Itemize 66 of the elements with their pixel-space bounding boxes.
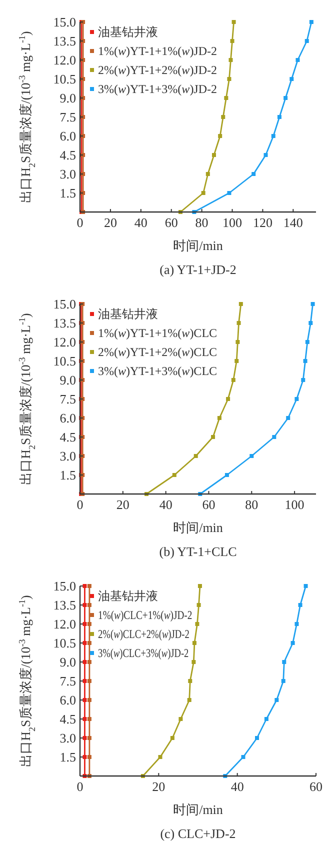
x-tick-label: 20 [116, 497, 130, 512]
x-axis-title: 时间/min [173, 238, 224, 253]
x-tick-label: 60 [164, 215, 178, 230]
y-tick-label: 10.5 [53, 636, 76, 650]
y-tick-label: 7.5 [60, 110, 76, 124]
legend-label: 油基钻井液 [98, 589, 158, 603]
x-tick-label: 20 [152, 779, 166, 794]
y-tick-label: 7.5 [60, 392, 76, 406]
x-tick-label: 40 [134, 215, 148, 230]
x-tick-label: 100 [284, 497, 304, 512]
y-tick-label: 12.0 [53, 616, 76, 632]
x-tick-label: 80 [245, 497, 258, 512]
y-tick-label: 12.0 [53, 334, 76, 350]
y-tick-label: 1.5 [60, 750, 76, 764]
y-tick-label: 13.5 [53, 316, 76, 330]
y-tick-label: 7.5 [60, 674, 76, 688]
legend-label: 1%(w)CLC+1%(w)JD-2 [98, 608, 198, 622]
legend-label: 1%(w)YT-1+1%(w)JD-2 [98, 44, 218, 58]
y-tick-label: 1.5 [60, 468, 76, 482]
text: (a) YT-1+JD-2 [160, 262, 236, 277]
y-tick-label: 15.0 [53, 578, 76, 594]
y-tick-label: 3.0 [60, 166, 76, 182]
y-tick-label: 3.0 [60, 448, 76, 464]
y-tick-label: 15.0 [53, 14, 76, 30]
legend-label: 1%(w)YT-1+1%(w)CLC [98, 326, 218, 340]
y-tick-label: 1.5 [60, 186, 76, 200]
legend-label: 3%(w)YT-1+3%(w)JD-2 [98, 82, 218, 96]
x-tick-label: 80 [195, 215, 208, 230]
y-tick-label: 9.0 [60, 654, 76, 670]
y-tick-label: 4.5 [60, 712, 76, 726]
text: (b) YT-1+CLC [159, 544, 237, 559]
y-tick-label: 3.0 [60, 730, 76, 746]
x-tick-label: 60 [310, 779, 322, 794]
legend-label: 2%(w)YT-1+2%(w)CLC [98, 345, 218, 359]
y-tick-label: 13.5 [53, 598, 76, 612]
y-tick-label: 6.0 [60, 692, 76, 708]
y-tick-label: 6.0 [60, 128, 76, 144]
legend-label: 3%(w)YT-1+3%(w)CLC [98, 364, 218, 378]
legend-label: 油基钻井液 [98, 307, 158, 321]
legend-label: 油基钻井液 [98, 25, 158, 39]
y-tick-label: 13.5 [53, 34, 76, 48]
y-tick-label: 6.0 [60, 410, 76, 426]
x-tick-label: 0 [76, 497, 84, 512]
x-tick-label: 60 [202, 497, 216, 512]
x-axis-title: 时间/min [173, 520, 224, 535]
x-tick-label: 40 [230, 779, 244, 794]
x-tick-label: 0 [76, 779, 84, 794]
x-tick-label: 0 [76, 215, 84, 230]
legend-label: 2%(w)CLC+2%(w)JD-2 [98, 627, 196, 641]
x-tick-label: 40 [159, 497, 172, 512]
x-tick-label: 140 [283, 215, 303, 230]
y-tick-label: 4.5 [60, 148, 76, 162]
legend-label: 3%(w)CLC+3%(w)JD-2 [98, 646, 195, 660]
y-tick-label: 15.0 [53, 296, 76, 312]
y-tick-label: 10.5 [53, 72, 76, 86]
y-tick-label: 9.0 [60, 90, 76, 106]
y-tick-label: 4.5 [60, 430, 76, 444]
legend-label: 2%(w)YT-1+2%(w)JD-2 [98, 63, 218, 77]
text: (c) CLC+JD-2 [160, 826, 236, 841]
y-tick-label: 12.0 [53, 52, 76, 68]
y-tick-label: 10.5 [53, 354, 76, 368]
x-tick-label: 100 [222, 215, 242, 230]
x-tick-label: 120 [252, 215, 272, 230]
x-axis-title: 时间/min [173, 802, 224, 817]
y-tick-label: 9.0 [60, 372, 76, 388]
x-tick-label: 20 [104, 215, 117, 230]
